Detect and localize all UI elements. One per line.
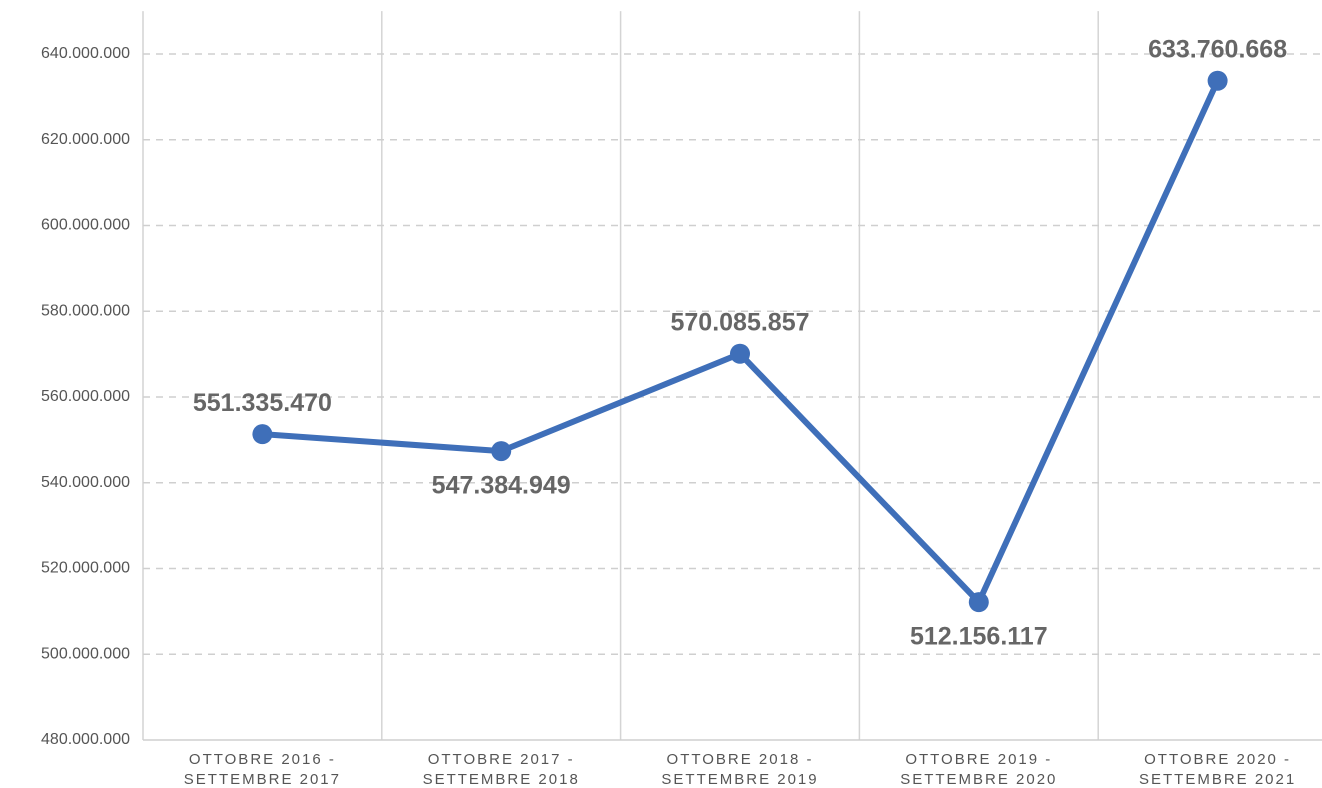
y-tick-label: 580.000.000 xyxy=(41,302,130,319)
y-tick-label: 600.000.000 xyxy=(41,217,130,234)
x-tick-label: OTTOBRE 2016 - SETTEMBRE 2017 xyxy=(183,751,341,788)
data-label: 512.156.117 xyxy=(910,623,1048,651)
point xyxy=(252,424,273,445)
data-label: 633.760.668 xyxy=(1148,35,1287,63)
line xyxy=(262,79,1221,606)
point xyxy=(968,592,989,613)
data-label: 551.335.470 xyxy=(193,389,332,417)
y-tick-label: 480.000.000 xyxy=(41,731,130,748)
data-label: 547.384.949 xyxy=(432,472,571,500)
y-tick-label: 540.000.000 xyxy=(41,474,130,491)
point xyxy=(1207,70,1228,91)
data-label: 570.085.857 xyxy=(670,308,809,336)
y-tick-label: 640.000.000 xyxy=(41,45,130,62)
point xyxy=(730,343,750,364)
x-tick-label: OTTOBRE 2020 - SETTEMBRE 2021 xyxy=(1138,751,1297,788)
x-tick-label: OTTOBRE 2017 - SETTEMBRE 2018 xyxy=(422,751,580,788)
x-tick-label: OTTOBRE 2019 - SETTEMBRE 2020 xyxy=(900,751,1058,788)
y-tick-label: 560.000.000 xyxy=(41,388,130,405)
y-tick-label: 620.000.000 xyxy=(41,131,130,148)
x-tick-label: OTTOBRE 2018 - SETTEMBRE 2019 xyxy=(661,751,819,788)
point xyxy=(491,441,512,462)
y-tick-label: 500.000.000 xyxy=(41,645,130,662)
y-tick-label: 520.000.000 xyxy=(41,560,130,577)
